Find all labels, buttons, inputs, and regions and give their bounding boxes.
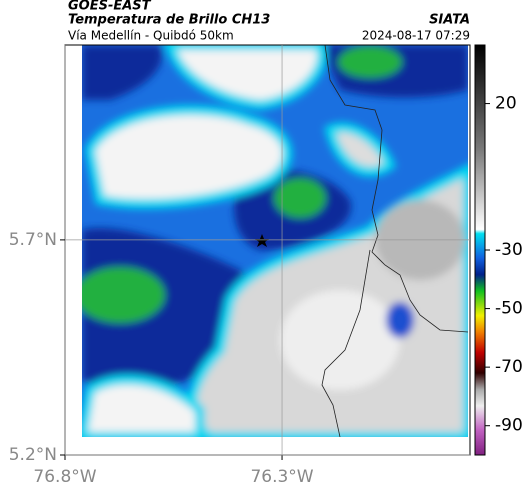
colorbar-tick-label: -70 <box>495 357 523 377</box>
location-marker <box>255 234 269 247</box>
y-tick-label: 5.2°N <box>9 445 57 465</box>
satellite: GOES-EAST <box>68 0 152 14</box>
x-tick-label: 76.8°W <box>33 467 96 487</box>
satellite-image <box>82 45 468 437</box>
colorbar-tick-label: 20 <box>495 94 517 114</box>
colorbar-tick-label: -50 <box>495 299 523 319</box>
colorbar-tick-label: -30 <box>495 240 523 260</box>
timestamp: 2024-08-17 07:29 <box>362 29 470 43</box>
x-tick-label: 76.3°W <box>250 467 313 487</box>
y-tick-label: 5.7°N <box>9 230 57 250</box>
title: Temperatura de Brillo CH13 <box>68 13 270 28</box>
colorbar <box>474 44 486 456</box>
colorbar-tick-label: -90 <box>495 416 523 436</box>
source: SIATA <box>429 13 470 28</box>
subtitle: Vía Medellín - Quibdó 50km <box>68 29 234 43</box>
